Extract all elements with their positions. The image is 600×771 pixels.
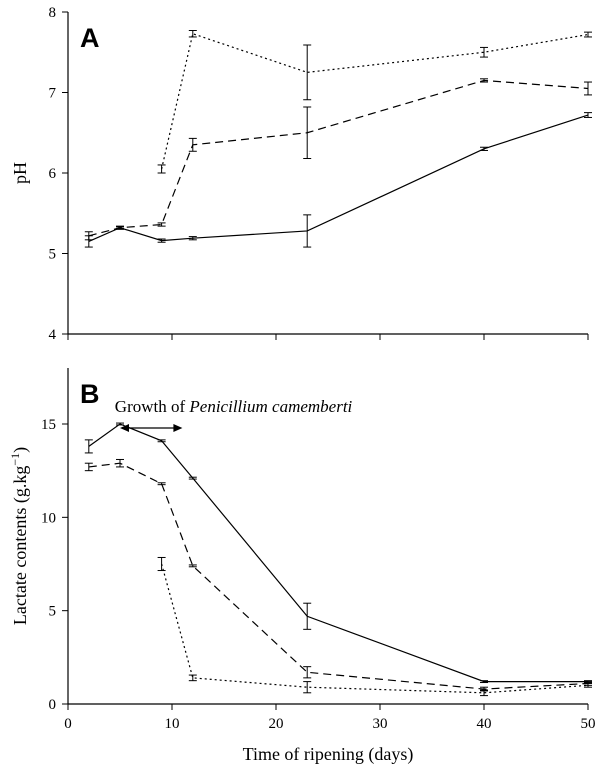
y-axis-title-sup: −1 (8, 453, 22, 466)
series-line-solid (88, 423, 588, 683)
y-tick-label: 5 (49, 247, 57, 263)
annotation-text-italic: Penicillium camemberti (188, 397, 352, 416)
error-bar (116, 422, 124, 426)
x-axis-title: Time of ripening (days) (243, 744, 414, 765)
error-bar (116, 458, 124, 468)
series-dashed (84, 78, 592, 241)
error-bar (480, 78, 488, 83)
y-tick-label: 15 (41, 417, 56, 433)
y-tick-label: 8 (49, 5, 57, 21)
series-dotted (157, 556, 592, 697)
error-bar (480, 46, 488, 58)
error-bar (188, 564, 197, 568)
error-bar (188, 476, 197, 480)
series-line-dotted (161, 32, 589, 170)
x-tick-label: 20 (269, 716, 284, 732)
series-line-dotted (161, 563, 589, 694)
error-bar (188, 137, 197, 152)
y-tick-label: 5 (49, 604, 57, 620)
error-bar (116, 226, 124, 230)
growth-annotation: Growth of Penicillium camemberti (115, 397, 353, 432)
error-bar (303, 666, 312, 679)
error-bar (480, 680, 488, 684)
y-axis-title-main: Lactate contents (g.kg (10, 466, 31, 625)
x-tick-label: 50 (581, 716, 596, 732)
error-bar (480, 146, 488, 151)
y-tick-label: 4 (49, 327, 57, 343)
y-tick-label: 6 (49, 166, 57, 182)
panel-a-chart: 4 5 6 7 8 ApH (10, 5, 592, 343)
x-tick-label: 40 (477, 716, 492, 732)
error-bar (157, 222, 166, 227)
y-axis-title-end: ) (10, 447, 31, 453)
x-tick-label: 10 (165, 716, 180, 732)
series-dotted (157, 30, 592, 174)
x-tick-label: 0 (64, 716, 72, 732)
error-bar (584, 112, 592, 118)
error-bar (303, 681, 312, 694)
x-tick-label: 30 (373, 716, 388, 732)
error-bar (480, 689, 488, 697)
panel-label: B (80, 379, 100, 409)
series-solid (84, 112, 592, 248)
error-bar (157, 482, 166, 486)
error-bar (584, 682, 592, 688)
panel-b-chart: 0 5 10 15 0 10 20 30 40 50 B Lactate contents (g.kg… (8, 368, 596, 765)
error-bar (584, 81, 592, 96)
series-line-dashed (88, 462, 589, 690)
y-axis-title: Lactate contents (g.kg−1) (8, 447, 31, 625)
error-bar (84, 231, 93, 241)
error-bar (303, 602, 312, 630)
annotation-text: Growth of Penicillium camemberti (115, 397, 353, 416)
error-bar (157, 238, 166, 243)
error-bar (303, 106, 312, 160)
y-tick-label: 0 (49, 697, 57, 713)
error-bar (584, 31, 592, 38)
annotation-arrow-head-left (120, 424, 129, 432)
panel-label: A (80, 23, 100, 53)
y-tick-label: 10 (41, 510, 56, 526)
error-bar (188, 30, 197, 38)
error-bar (84, 439, 93, 454)
series-dashed (84, 458, 592, 692)
error-bar (157, 556, 166, 572)
y-axis-title: pH (10, 162, 30, 184)
error-bar (303, 214, 312, 248)
error-bar (84, 462, 93, 472)
error-bar (303, 44, 312, 101)
error-bar (157, 439, 166, 443)
error-bar (188, 674, 197, 682)
error-bar (188, 236, 197, 241)
series-solid (84, 422, 592, 684)
y-tick-label: 7 (49, 86, 57, 102)
annotation-arrow-head-right (173, 424, 183, 432)
error-bar (157, 164, 166, 174)
annotation-text-plain: Growth of (115, 397, 190, 416)
